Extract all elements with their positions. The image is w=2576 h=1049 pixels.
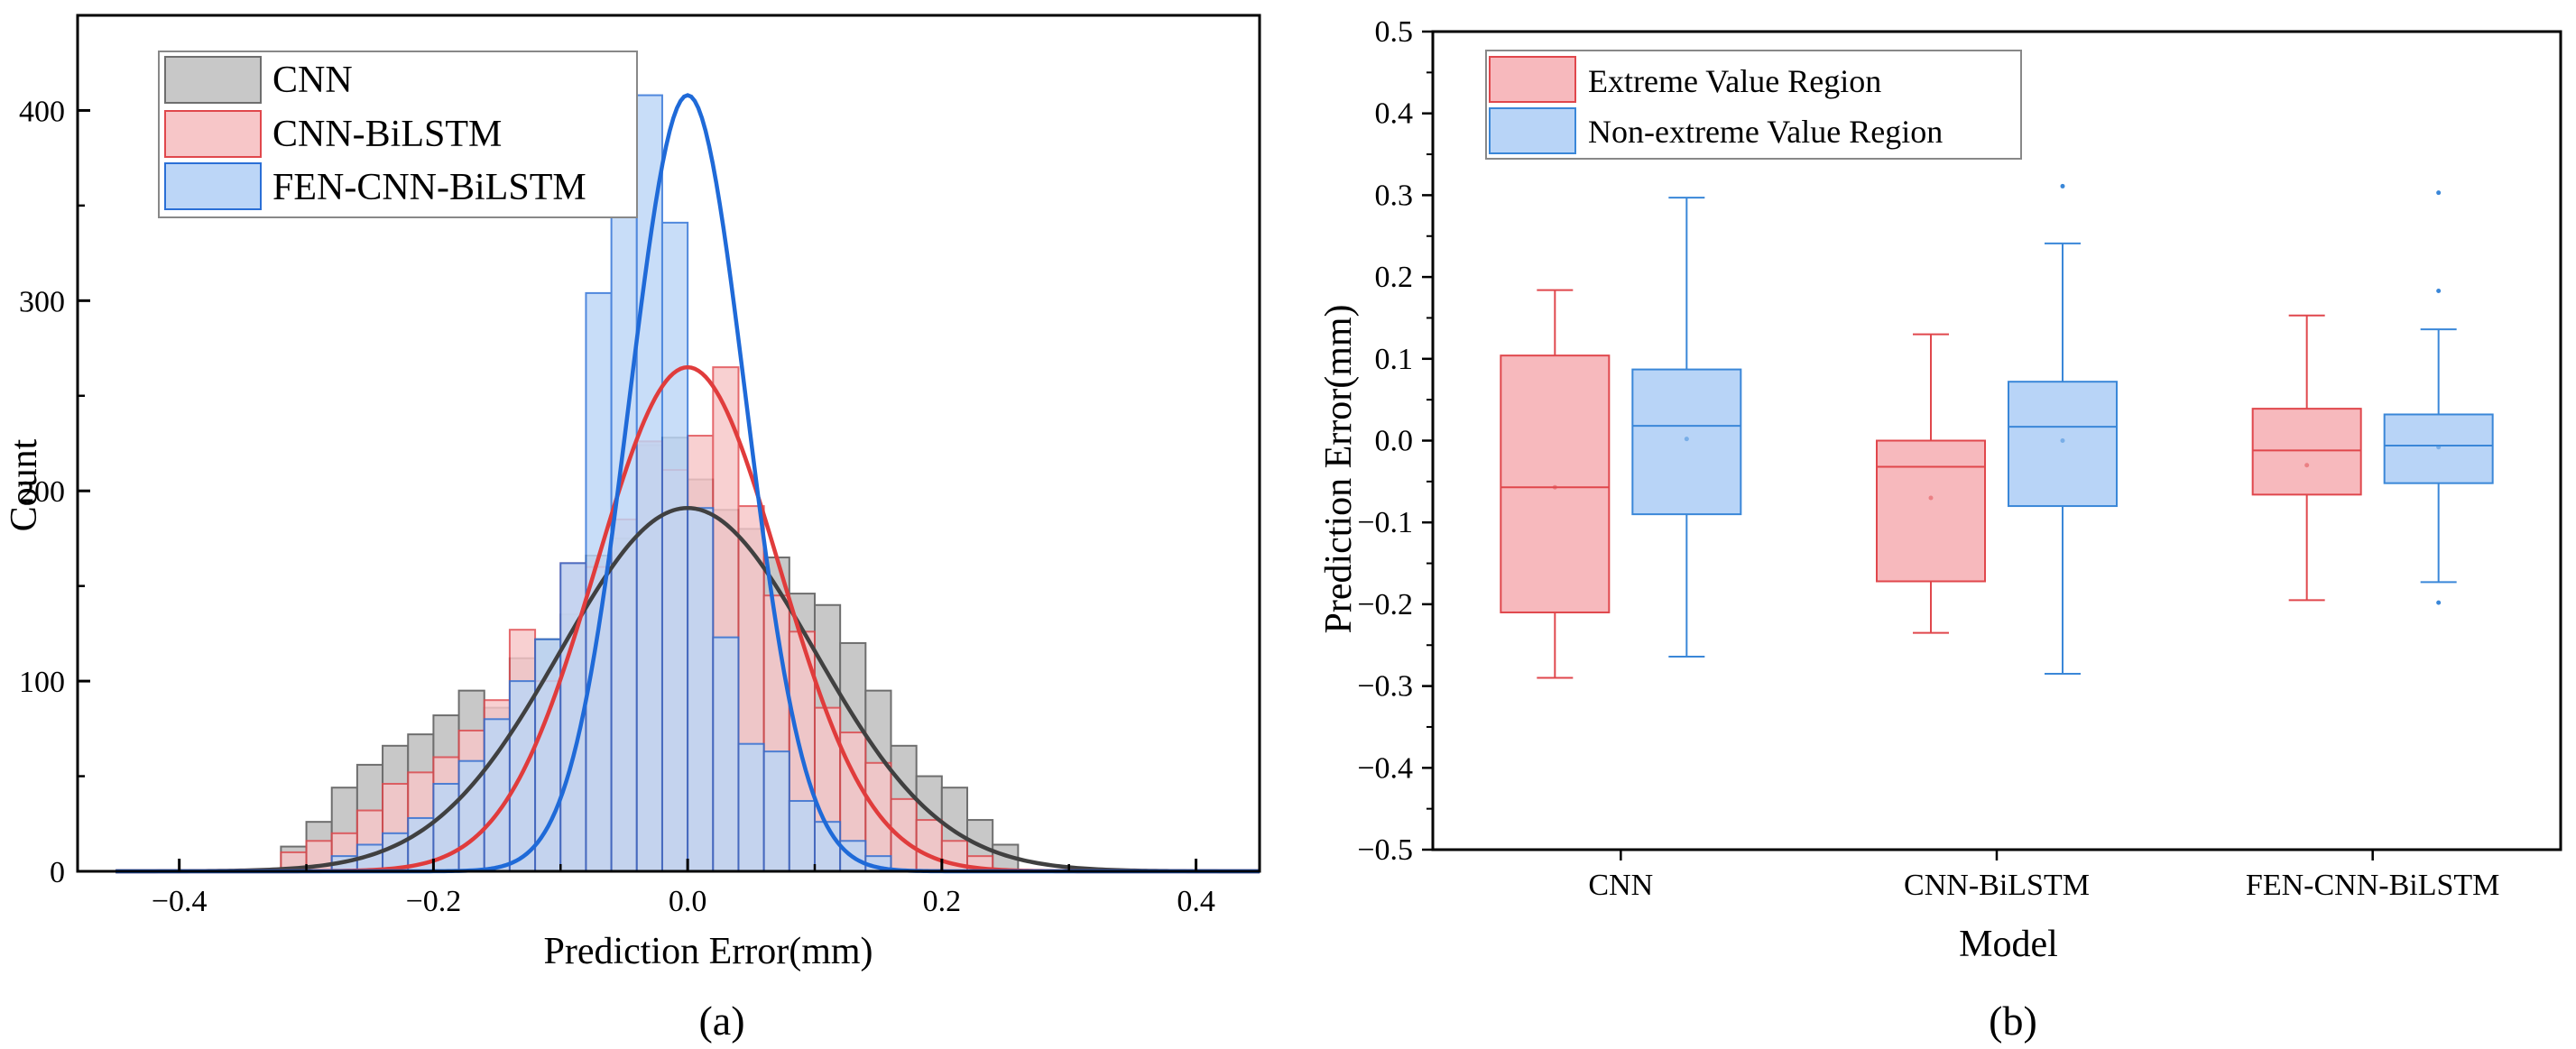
iqr-box bbox=[1876, 439, 1986, 583]
category-label-fen-cnn-bilstm: FEN-CNN-BiLSTM bbox=[2246, 869, 2499, 902]
panel-b-boxes bbox=[1500, 183, 2494, 679]
outlier-point bbox=[2436, 190, 2442, 196]
y-tick-label: 0.2 bbox=[1375, 261, 1414, 294]
panel-b-plot-frame bbox=[1431, 30, 2562, 851]
outlier-point bbox=[2060, 183, 2065, 189]
legend-swatch-non-extreme bbox=[1489, 107, 1576, 154]
hist-bar bbox=[788, 799, 816, 872]
series-non-extreme-value-region bbox=[1631, 183, 2494, 675]
panel-a-label: (a) bbox=[698, 998, 744, 1044]
y-tick-label: 100 bbox=[19, 666, 65, 699]
y-tick-label: −0.5 bbox=[1357, 833, 1413, 867]
box-non-extreme-value-region-fen-cnn-bilstm bbox=[2383, 190, 2494, 605]
panel-a-y-axis-title: Count bbox=[4, 438, 45, 531]
mean-marker bbox=[1684, 437, 1689, 442]
legend-label-non-extreme: Non-extreme Value Region bbox=[1588, 114, 1943, 150]
hist-bar bbox=[687, 507, 715, 872]
mean-marker bbox=[2304, 463, 2310, 468]
legend-swatch-cnn-bilstm bbox=[164, 110, 262, 158]
series-extreme-value-region bbox=[1500, 289, 2362, 679]
panel-b-legend: Extreme Value Region Non-extreme Value R… bbox=[1485, 50, 2022, 160]
y-tick-label: 0 bbox=[50, 856, 65, 889]
panel-b-boxplot: −0.5 −0.4 −0.3 −0.2 −0.1 0.0 0.1 0.2 0.3 0.4 0.5 CN… bbox=[1318, 15, 2562, 1044]
box-extreme-value-region-cnn-bilstm bbox=[1876, 333, 1986, 634]
hist-bar bbox=[457, 759, 485, 872]
y-tick-label: 0.3 bbox=[1375, 179, 1414, 212]
y-tick-label: −0.3 bbox=[1357, 670, 1413, 704]
y-tick-label: 0.0 bbox=[1375, 425, 1414, 458]
panel-b-x-axis-title: Model bbox=[1959, 924, 2058, 965]
hist-bar bbox=[712, 636, 740, 872]
y-tick-label: 400 bbox=[19, 95, 65, 128]
iqr-box bbox=[1631, 368, 1742, 516]
y-tick-label: −0.4 bbox=[1357, 751, 1413, 785]
box-non-extreme-value-region-cnn-bilstm bbox=[2008, 183, 2118, 675]
category-label-cnn: CNN bbox=[1588, 869, 1653, 902]
x-tick-label: −0.4 bbox=[152, 885, 208, 918]
panel-b-y-axis-title: Prediction Error(mm) bbox=[1318, 304, 1360, 633]
y-tick-label: 0.5 bbox=[1375, 15, 1414, 49]
panel-a-plot-frame bbox=[76, 14, 1261, 873]
hist-bar bbox=[762, 750, 790, 873]
y-tick-label: 200 bbox=[19, 475, 65, 509]
legend-swatch-cnn bbox=[164, 56, 262, 104]
x-tick-label: 0.2 bbox=[923, 885, 962, 918]
outlier-point bbox=[2436, 600, 2442, 605]
box-extreme-value-region-fen-cnn-bilstm bbox=[2251, 314, 2362, 602]
box-non-extreme-value-region-cnn bbox=[1631, 197, 1742, 658]
mean-marker bbox=[1552, 484, 1557, 490]
hist-bar bbox=[915, 819, 943, 872]
panel-a-ticks: −0.4 −0.2 0.0 0.2 0.4 0 100 200 300 400 bbox=[19, 95, 1215, 918]
legend-label-cnn: CNN bbox=[272, 60, 353, 101]
x-tick-label: 0.0 bbox=[669, 885, 707, 918]
y-tick-label: −0.2 bbox=[1357, 588, 1413, 621]
iqr-box bbox=[2008, 381, 2118, 508]
box-extreme-value-region-cnn bbox=[1500, 289, 1611, 679]
outlier-point bbox=[2436, 289, 2442, 294]
legend-swatch-fen-cnn-bilstm bbox=[164, 162, 262, 210]
y-tick-label: 0.4 bbox=[1375, 97, 1414, 131]
hist-bar bbox=[660, 221, 689, 872]
hist-bar bbox=[737, 742, 765, 873]
x-tick-label: 0.4 bbox=[1177, 885, 1215, 918]
x-tick-label: −0.2 bbox=[406, 885, 462, 918]
mean-marker bbox=[2060, 438, 2065, 443]
y-tick-label: 0.1 bbox=[1375, 343, 1414, 376]
iqr-box bbox=[1500, 354, 1611, 613]
legend-swatch-extreme bbox=[1489, 56, 1576, 103]
panel-b-label: (b) bbox=[1989, 998, 2037, 1044]
mean-marker bbox=[1928, 495, 1934, 501]
panel-a-histogram: −0.4 −0.2 0.0 0.2 0.4 0 100 200 300 400 Count Pre… bbox=[4, 14, 1261, 1044]
mean-marker bbox=[2436, 445, 2442, 450]
panel-a-legend: CNN CNN-BiLSTM FEN-CNN-BiLSTM bbox=[158, 51, 638, 218]
legend-label-extreme: Extreme Value Region bbox=[1588, 63, 1881, 99]
y-tick-label: 300 bbox=[19, 285, 65, 318]
y-tick-label: −0.1 bbox=[1357, 506, 1413, 539]
legend-label-fen-cnn-bilstm: FEN-CNN-BiLSTM bbox=[272, 167, 586, 208]
legend-label-cnn-bilstm: CNN-BiLSTM bbox=[272, 114, 502, 155]
panel-a-x-axis-title: Prediction Error(mm) bbox=[543, 931, 873, 972]
category-label-cnn-bilstm: CNN-BiLSTM bbox=[1904, 869, 2090, 902]
panel-b-ticks: −0.5 −0.4 −0.3 −0.2 −0.1 0.0 0.1 0.2 0.3 0.4 0.5 CN… bbox=[1357, 15, 2499, 902]
iqr-box bbox=[2251, 408, 2362, 496]
hist-bar bbox=[635, 94, 663, 872]
hist-bar bbox=[864, 761, 892, 872]
